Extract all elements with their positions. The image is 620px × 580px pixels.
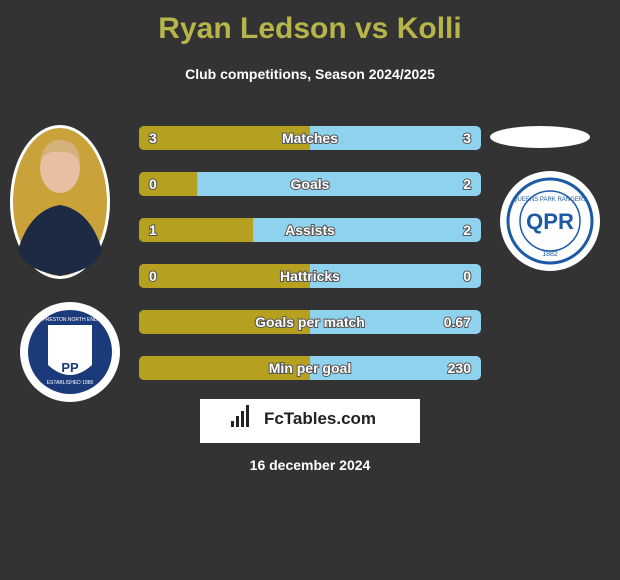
left-value: 1 bbox=[149, 222, 157, 238]
stat-row: Min per goal 230 bbox=[139, 356, 481, 380]
right-club-logo: QUEENS PARK RANGERS QPR 1882 bbox=[490, 126, 600, 271]
stat-label: Min per goal bbox=[269, 360, 351, 376]
right-value: 2 bbox=[463, 176, 471, 192]
club-text: PRESTON NORTH END bbox=[42, 317, 97, 323]
bar-left-edge bbox=[305, 310, 310, 334]
stat-label: Goals bbox=[291, 176, 330, 192]
stat-row: Hattricks 0 0 bbox=[139, 264, 481, 288]
brand-icon bbox=[231, 405, 249, 427]
stat-row: Goals per match 0.67 bbox=[139, 310, 481, 334]
stat-row: Matches 3 3 bbox=[139, 126, 481, 150]
right-value: 230 bbox=[448, 360, 472, 376]
stat-label: Goals per match bbox=[255, 314, 365, 330]
stat-row: Assists 1 2 bbox=[139, 218, 481, 242]
club-text: QUEENS PARK RANGERS bbox=[513, 197, 587, 203]
bar-left-edge bbox=[305, 356, 310, 380]
bar-left-edge bbox=[248, 218, 253, 242]
bar-left bbox=[139, 356, 310, 380]
right-value: 0.67 bbox=[444, 314, 471, 330]
left-value: 0 bbox=[149, 176, 157, 192]
club-initials: PP bbox=[61, 360, 79, 375]
date: 16 december 2024 bbox=[250, 457, 371, 473]
bar-left-edge bbox=[192, 172, 198, 196]
right-value: 3 bbox=[463, 130, 471, 146]
left-value: 0 bbox=[149, 268, 157, 284]
bar-left bbox=[139, 126, 310, 150]
subtitle: Club competitions, Season 2024/2025 bbox=[185, 66, 435, 82]
club-year: 1882 bbox=[542, 251, 558, 258]
svg-text:QPR: QPR bbox=[526, 209, 574, 234]
stat-row: Goals 0 2 bbox=[139, 172, 481, 196]
bar-left-edge bbox=[305, 264, 310, 288]
title: Ryan Ledson vs Kolli bbox=[158, 12, 461, 45]
bar-left bbox=[139, 218, 253, 242]
right-value: 2 bbox=[463, 222, 471, 238]
brand: FcTables.com bbox=[264, 409, 376, 428]
stat-label: Assists bbox=[285, 222, 335, 238]
bar-left-edge bbox=[305, 126, 310, 150]
bar-right bbox=[139, 172, 481, 196]
left-club-logo: PRESTON NORTH END PP ESTABLISHED 1880 bbox=[20, 302, 120, 402]
stat-label: Hattricks bbox=[280, 268, 340, 284]
player-photo bbox=[10, 125, 110, 279]
bar-left bbox=[139, 172, 198, 196]
stat-label: Matches bbox=[282, 130, 338, 146]
bar-left bbox=[139, 310, 310, 334]
club-text: ESTABLISHED 1880 bbox=[47, 380, 94, 386]
right-value: 0 bbox=[463, 268, 471, 284]
left-value: 3 bbox=[149, 130, 157, 146]
bar-left bbox=[139, 264, 310, 288]
